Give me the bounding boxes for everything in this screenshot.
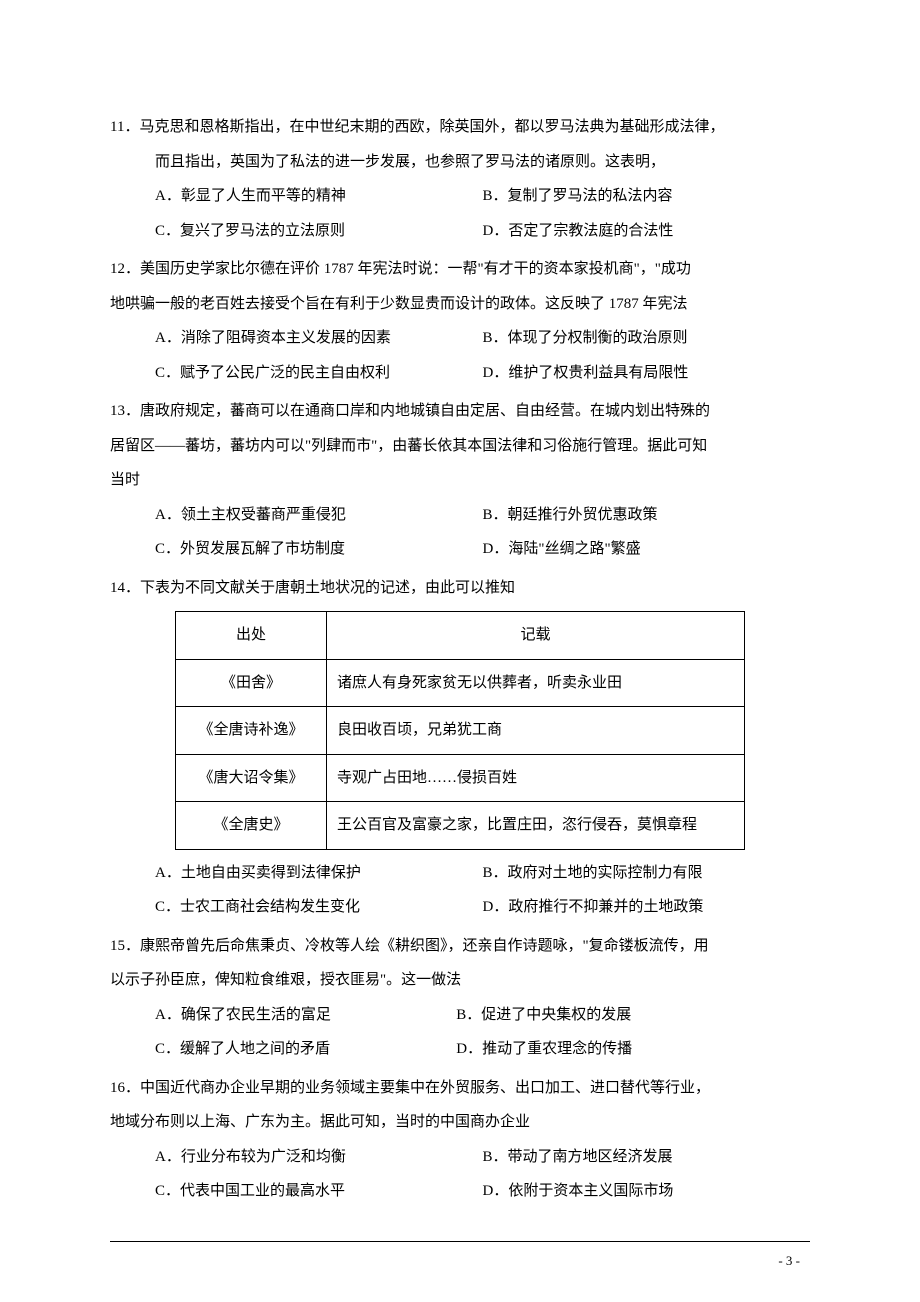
option-14-d: D．政府推行不抑兼并的土地政策 [483,890,811,925]
option-12-b: B．体现了分权制衡的政治原则 [483,321,811,356]
option-15-a: A．确保了农民生活的富足 [155,998,456,1033]
table-header-source: 出处 [176,612,327,660]
question-12-options: A．消除了阻碍资本主义发展的因素 B．体现了分权制衡的政治原则 C．赋予了公民广… [110,321,810,390]
question-14-number: 14． [110,580,140,596]
question-15-line2: 以示子孙臣庶，俾知粒食维艰，授衣匪易"。这一做法 [110,963,810,998]
question-15-line1: 康熙帝曾先后命焦秉贞、冷枚等人绘《耕织图》，还亲自作诗题咏，"复命镂板流传，用 [140,938,709,954]
option-11-d: D．否定了宗教法庭的合法性 [483,214,811,249]
page-number: - 3 - [778,1253,800,1269]
option-16-a: A．行业分布较为广泛和均衡 [155,1140,483,1175]
question-13-line3: 当时 [110,463,810,498]
question-15-options: A．确保了农民生活的富足 B．促进了中央集权的发展 C．缓解了人地之间的矛盾 D… [110,998,810,1067]
option-13-b: B．朝廷推行外贸优惠政策 [483,498,811,533]
table-row: 《田舍》 诸庶人有身死家贫无以供葬者，听卖永业田 [176,659,745,707]
option-12-d: D．维护了权贵利益具有局限性 [483,356,811,391]
option-12-a: A．消除了阻碍资本主义发展的因素 [155,321,483,356]
option-15-d: D．推动了重农理念的传播 [456,1032,757,1067]
question-14-options: A．土地自由买卖得到法律保护 B．政府对土地的实际控制力有限 C．士农工商社会结… [110,856,810,925]
question-11-stem: 11．马克思和恩格斯指出，在中世纪末期的西欧，除英国外，都以罗马法典为基础形成法… [110,110,810,145]
question-13: 13．唐政府规定，蕃商可以在通商口岸和内地城镇自由定居、自由经营。在城内划出特殊… [110,394,810,567]
question-11: 11．马克思和恩格斯指出，在中世纪末期的西欧，除英国外，都以罗马法典为基础形成法… [110,110,810,248]
question-14-line1: 下表为不同文献关于唐朝土地状况的记述，由此可以推知 [140,580,515,596]
table-cell-source: 《田舍》 [176,659,327,707]
question-12-number: 12． [110,261,140,277]
question-13-line2: 居留区——蕃坊，蕃坊内可以"列肆而市"，由蕃长依其本国法律和习俗施行管理。据此可… [110,429,810,464]
question-12-line1: 美国历史学家比尔德在评价 1787 年宪法时说：一帮"有才干的资本家投机商"，"… [140,261,691,277]
table-row: 《全唐史》 王公百官及富豪之家，比置庄田，恣行侵吞，莫惧章程 [176,802,745,850]
option-15-c: C．缓解了人地之间的矛盾 [155,1032,456,1067]
question-13-options: A．领土主权受蕃商严重侵犯 B．朝廷推行外贸优惠政策 C．外贸发展瓦解了市坊制度… [110,498,810,567]
option-13-d: D．海陆"丝绸之路"繁盛 [483,532,811,567]
option-14-a: A．土地自由买卖得到法律保护 [155,856,483,891]
question-15: 15．康熙帝曾先后命焦秉贞、冷枚等人绘《耕织图》，还亲自作诗题咏，"复命镂板流传… [110,929,810,1067]
table-row: 《唐大诏令集》 寺观广占田地……侵损百姓 [176,754,745,802]
option-11-b: B．复制了罗马法的私法内容 [483,179,811,214]
option-11-a: A．彰显了人生而平等的精神 [155,179,483,214]
option-14-c: C．士农工商社会结构发生变化 [155,890,483,925]
option-16-d: D．依附于资本主义国际市场 [483,1174,811,1209]
question-14-stem: 14．下表为不同文献关于唐朝土地状况的记述，由此可以推知 [110,571,810,606]
question-16-line1: 中国近代商办企业早期的业务领域主要集中在外贸服务、出口加工、进口替代等行业， [140,1080,710,1096]
question-16-options: A．行业分布较为广泛和均衡 B．带动了南方地区经济发展 C．代表中国工业的最高水… [110,1140,810,1209]
question-15-stem: 15．康熙帝曾先后命焦秉贞、冷枚等人绘《耕织图》，还亲自作诗题咏，"复命镂板流传… [110,929,810,964]
table-cell-record: 寺观广占田地……侵损百姓 [327,754,745,802]
question-11-number: 11． [110,119,139,135]
table-header-record: 记载 [327,612,745,660]
option-13-c: C．外贸发展瓦解了市坊制度 [155,532,483,567]
question-12-stem: 12．美国历史学家比尔德在评价 1787 年宪法时说：一帮"有才干的资本家投机商… [110,252,810,287]
option-15-b: B．促进了中央集权的发展 [456,998,757,1033]
question-16-stem: 16．中国近代商办企业早期的业务领域主要集中在外贸服务、出口加工、进口替代等行业… [110,1071,810,1106]
question-13-stem: 13．唐政府规定，蕃商可以在通商口岸和内地城镇自由定居、自由经营。在城内划出特殊… [110,394,810,429]
question-12: 12．美国历史学家比尔德在评价 1787 年宪法时说：一帮"有才干的资本家投机商… [110,252,810,390]
question-11-options: A．彰显了人生而平等的精神 B．复制了罗马法的私法内容 C．复兴了罗马法的立法原… [110,179,810,248]
option-14-b: B．政府对土地的实际控制力有限 [483,856,811,891]
option-16-b: B．带动了南方地区经济发展 [483,1140,811,1175]
question-14-table: 出处 记载 《田舍》 诸庶人有身死家贫无以供葬者，听卖永业田 《全唐诗补逸》 良… [175,611,745,850]
table-cell-source: 《唐大诏令集》 [176,754,327,802]
question-16-line2: 地域分布则以上海、广东为主。据此可知，当时的中国商办企业 [110,1105,810,1140]
table-cell-record: 王公百官及富豪之家，比置庄田，恣行侵吞，莫惧章程 [327,802,745,850]
question-11-line1: 马克思和恩格斯指出，在中世纪末期的西欧，除英国外，都以罗马法典为基础形成法律， [139,119,724,135]
question-11-line2: 而且指出，英国为了私法的进一步发展，也参照了罗马法的诸原则。这表明， [110,145,810,180]
document-page: 11．马克思和恩格斯指出，在中世纪末期的西欧，除英国外，都以罗马法典为基础形成法… [0,0,920,1302]
question-13-number: 13． [110,403,140,419]
option-16-c: C．代表中国工业的最高水平 [155,1174,483,1209]
option-12-c: C．赋予了公民广泛的民主自由权利 [155,356,483,391]
footer-underline [110,1241,810,1242]
question-15-number: 15． [110,938,140,954]
table-row: 《全唐诗补逸》 良田收百顷，兄弟犹工商 [176,707,745,755]
option-11-c: C．复兴了罗马法的立法原则 [155,214,483,249]
question-16-number: 16． [110,1080,140,1096]
table-header-row: 出处 记载 [176,612,745,660]
question-12-line2: 地哄骗一般的老百姓去接受个旨在有利于少数显贵而设计的政体。这反映了 1787 年… [110,287,810,322]
table-cell-record: 良田收百顷，兄弟犹工商 [327,707,745,755]
table-cell-source: 《全唐诗补逸》 [176,707,327,755]
question-14: 14．下表为不同文献关于唐朝土地状况的记述，由此可以推知 出处 记载 《田舍》 … [110,571,810,925]
table-cell-source: 《全唐史》 [176,802,327,850]
question-13-line1: 唐政府规定，蕃商可以在通商口岸和内地城镇自由定居、自由经营。在城内划出特殊的 [140,403,710,419]
question-16: 16．中国近代商办企业早期的业务领域主要集中在外贸服务、出口加工、进口替代等行业… [110,1071,810,1209]
option-13-a: A．领土主权受蕃商严重侵犯 [155,498,483,533]
table-cell-record: 诸庶人有身死家贫无以供葬者，听卖永业田 [327,659,745,707]
